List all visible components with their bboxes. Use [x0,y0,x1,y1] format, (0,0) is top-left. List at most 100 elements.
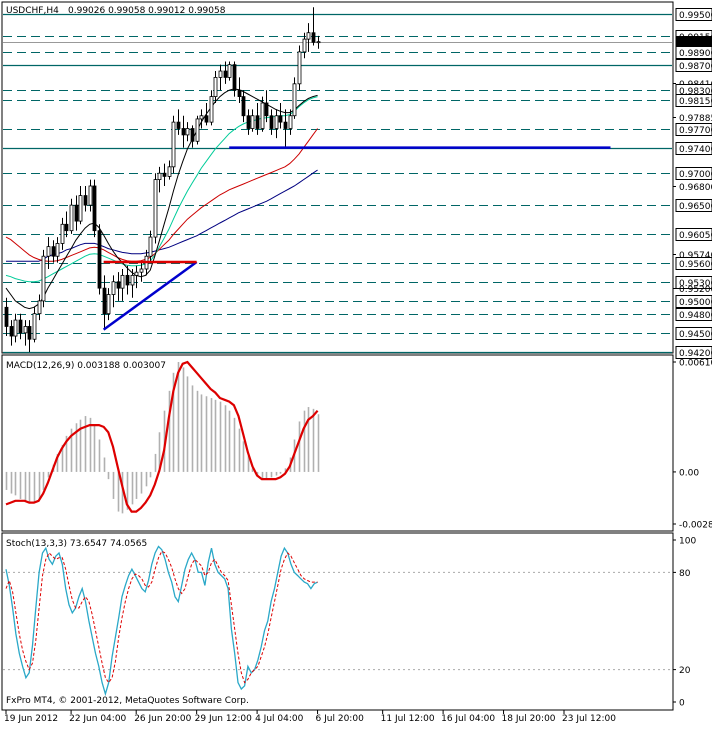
candle-body [88,185,93,206]
candle-body [288,115,293,129]
candle [4,297,9,337]
time-tick-label: 11 Jul 12:00 [381,714,435,724]
candle [283,109,288,148]
candle [269,109,274,135]
price-tag [675,257,712,270]
macd-label: MACD(12,26,9) 0.003188 0.003007 [6,361,166,371]
candle-body [4,306,9,327]
candle-body [69,204,74,232]
price-tick-label: 0.94200 [679,349,712,359]
time-tick-label: 16 Jul 04:00 [441,714,495,724]
candle-body [130,274,135,286]
macd-pane-frame [1,354,674,532]
candle-body [232,64,237,91]
candle-body [64,223,69,232]
candle [246,109,251,135]
candle [190,125,195,148]
candle-body [167,166,172,177]
candle-body [283,121,288,129]
candle [311,7,316,46]
candle-body [250,115,255,129]
candle-body [316,41,321,44]
time-tick-label: 6 Jul 20:00 [316,714,365,724]
candle [13,313,18,343]
price-tag [675,346,712,359]
time-axis: 19 Jun 2012 22 Jun 04:00 26 Jun 20:00 29 Ju… [4,710,616,724]
candle [106,288,111,321]
candle-body [269,115,274,129]
candle [157,166,162,193]
candle [27,320,32,352]
time-tick-label: 19 Jun 2012 [4,714,58,724]
candle [125,265,130,295]
candle-body [92,185,97,232]
time-tick-label: 18 Jul 20:00 [502,714,556,724]
candle-body [32,313,37,340]
candle [51,240,56,263]
trend-lines[interactable] [102,146,611,331]
candle-body [185,128,190,136]
candle-body [176,121,181,129]
candle [316,35,321,49]
candle [18,313,23,340]
candle [241,90,246,123]
candlesticks [4,7,321,352]
candle [209,90,214,126]
candle [181,115,186,148]
time-tick-label: 23 Jul 12:00 [562,714,616,724]
price-tag [675,94,712,107]
candle [60,217,65,250]
macd-pane[interactable]: MACD(12,26,9) 0.003188 0.003007 [1,354,674,532]
candle [69,198,74,234]
price-tag [675,327,712,340]
stoch-axis: 100 80 20 0 [673,537,696,709]
stoch-series [3,545,672,697]
price-tag [675,167,712,180]
candle [288,109,293,135]
candle [176,109,181,135]
candle-body [218,70,223,78]
candle-body [60,223,65,244]
candle-body [27,326,32,340]
stoch-tick-label: 80 [679,569,691,579]
candle-body [120,274,125,289]
candle [167,160,172,180]
candle [64,211,69,238]
price-axis: 0.995000.991500.990580.989000.987000.984… [673,8,712,359]
candle-body [13,319,18,337]
price-tag [675,308,712,321]
candle-body [255,115,260,129]
candle [55,237,60,263]
candle [130,268,135,298]
candle [204,102,209,126]
candle [274,109,279,139]
symbol-timeframe: USDCHF,H4 [6,6,59,16]
triangle-lower-trendline [102,260,198,331]
candle-body [171,121,176,168]
candle-body [246,115,251,129]
time-tick-label: 29 Jun 12:00 [195,714,252,724]
candle [162,163,167,186]
price-pane[interactable]: USDCHF,H4 0.99026 0.99058 0.99012 0.9905… [1,1,674,354]
candle [134,265,139,289]
candle [278,102,283,129]
candle-body [306,32,311,40]
candle [41,249,46,308]
candle-body [116,281,121,289]
time-tick-label: 22 Jun 04:00 [69,714,126,724]
stoch-pane[interactable]: Stoch(13,3,3) 73.6547 74.0565 FxPro MT4,… [1,532,674,711]
candle-body [148,236,153,257]
candle-body [23,326,28,334]
candle [306,23,311,52]
macd-tick-label: 0.00 [679,468,699,478]
candle [148,230,153,263]
